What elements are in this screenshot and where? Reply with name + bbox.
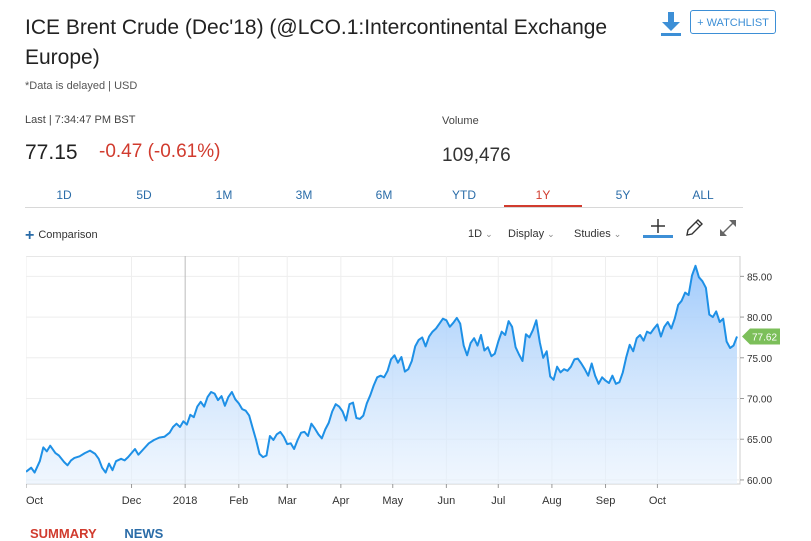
x-tick-label: 2018: [173, 495, 197, 507]
range-tab-3m[interactable]: 3M: [295, 188, 313, 202]
y-tick-label: 60.00: [747, 476, 772, 487]
x-tick-label: Mar: [278, 495, 297, 507]
price-chart-svg: 85.00 80.00 75.00 70.00 65.00 60.00 Oct Dec 201…: [25, 255, 782, 507]
x-tick-label: May: [382, 495, 403, 507]
y-tick-label: 70.00: [747, 395, 772, 406]
expand-icon: [720, 220, 736, 236]
studies-label: Studies: [574, 228, 611, 240]
time-range-tabs: 1D 5D 1M 3M 6M YTD 1Y 5Y ALL: [25, 185, 743, 208]
x-tick-label: Jul: [491, 495, 505, 507]
price-area: [26, 265, 737, 484]
x-tick-label: Sep: [596, 495, 616, 507]
x-tick-label: Dec: [122, 495, 142, 507]
crosshair-icon: [643, 219, 673, 238]
tab-news[interactable]: NEWS: [124, 526, 164, 541]
x-tick-label: Aug: [542, 495, 562, 507]
price-change: -0.47 (-0.61%): [99, 141, 221, 162]
download-button[interactable]: [660, 11, 682, 37]
x-tick-label: Jun: [437, 495, 455, 507]
x-tick-label: Oct: [26, 495, 43, 507]
volume-label: Volume: [442, 115, 479, 127]
last-trade-time: Last | 7:34:47 PM BST: [25, 114, 136, 126]
studies-dropdown[interactable]: Studies ⌄: [574, 228, 621, 240]
range-tab-6m[interactable]: 6M: [375, 188, 393, 202]
add-to-watchlist-button[interactable]: + WATCHLIST: [690, 10, 776, 34]
last-value-label: 77.62: [752, 332, 777, 343]
range-tab-5d[interactable]: 5D: [136, 188, 152, 202]
display-dropdown[interactable]: Display ⌄: [508, 228, 555, 240]
y-tick-label: 80.00: [747, 313, 772, 324]
plus-icon: +: [25, 227, 35, 244]
y-tick-label: 65.00: [747, 435, 772, 446]
range-tab-1m[interactable]: 1M: [215, 188, 233, 202]
page-title: ICE Brent Crude (Dec'18) (@LCO.1:Interco…: [25, 16, 608, 69]
last-value-badge: [742, 328, 782, 345]
volume-value: 109,476: [442, 145, 511, 166]
chevron-down-icon: ⌄: [547, 229, 555, 239]
expand-button[interactable]: [717, 217, 739, 239]
price-chart[interactable]: 85.00 80.00 75.00 70.00 65.00 60.00 Oct Dec 201…: [25, 255, 782, 516]
y-tick-label: 85.00: [747, 272, 772, 283]
x-tick-label: Apr: [332, 495, 349, 507]
range-tab-ytd[interactable]: YTD: [452, 188, 476, 202]
tab-summary[interactable]: SUMMARY: [30, 526, 97, 541]
x-tick-label: Oct: [649, 495, 666, 507]
crosshair-button[interactable]: [643, 217, 673, 239]
range-tab-1d[interactable]: 1D: [56, 188, 72, 202]
pencil-icon: [686, 219, 703, 236]
y-tick-label: 75.00: [747, 354, 772, 365]
last-price: 77.15: [25, 141, 78, 164]
range-tab-1y[interactable]: 1Y: [504, 185, 582, 207]
data-delayed-note: *Data is delayed | USD: [25, 80, 138, 92]
price-line: [25, 264, 738, 474]
interval-dropdown[interactable]: 1D ⌄: [468, 228, 493, 240]
chevron-down-icon: ⌄: [485, 229, 493, 239]
range-tab-all[interactable]: ALL: [692, 188, 714, 202]
download-icon: [661, 12, 681, 36]
chevron-down-icon: ⌄: [613, 229, 622, 239]
range-tab-5y[interactable]: 5Y: [615, 188, 631, 202]
comparison-button[interactable]: + Comparison: [25, 227, 98, 245]
draw-button[interactable]: [683, 217, 705, 239]
comparison-label: Comparison: [38, 229, 98, 241]
display-label: Display: [508, 228, 545, 240]
x-tick-label: Feb: [229, 495, 248, 507]
bottom-tabs: SUMMARY NEWS: [30, 526, 187, 541]
interval-label: 1D: [468, 228, 483, 240]
